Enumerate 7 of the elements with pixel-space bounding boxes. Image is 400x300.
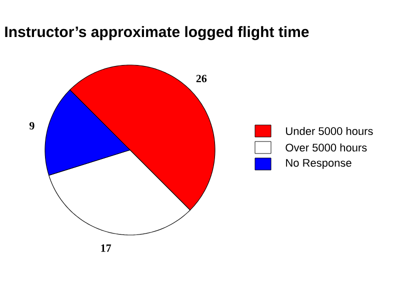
chart-title: Instructor’s approximate logged flight time — [5, 26, 309, 40]
data-label: 9 — [29, 122, 34, 130]
legend-label: Under 5000 hours — [286, 126, 373, 136]
legend-label: Over 5000 hours — [286, 143, 367, 152]
legend-label: No Response — [286, 159, 352, 169]
data-label: 17 — [101, 244, 112, 252]
data-label: 26 — [196, 74, 207, 82]
